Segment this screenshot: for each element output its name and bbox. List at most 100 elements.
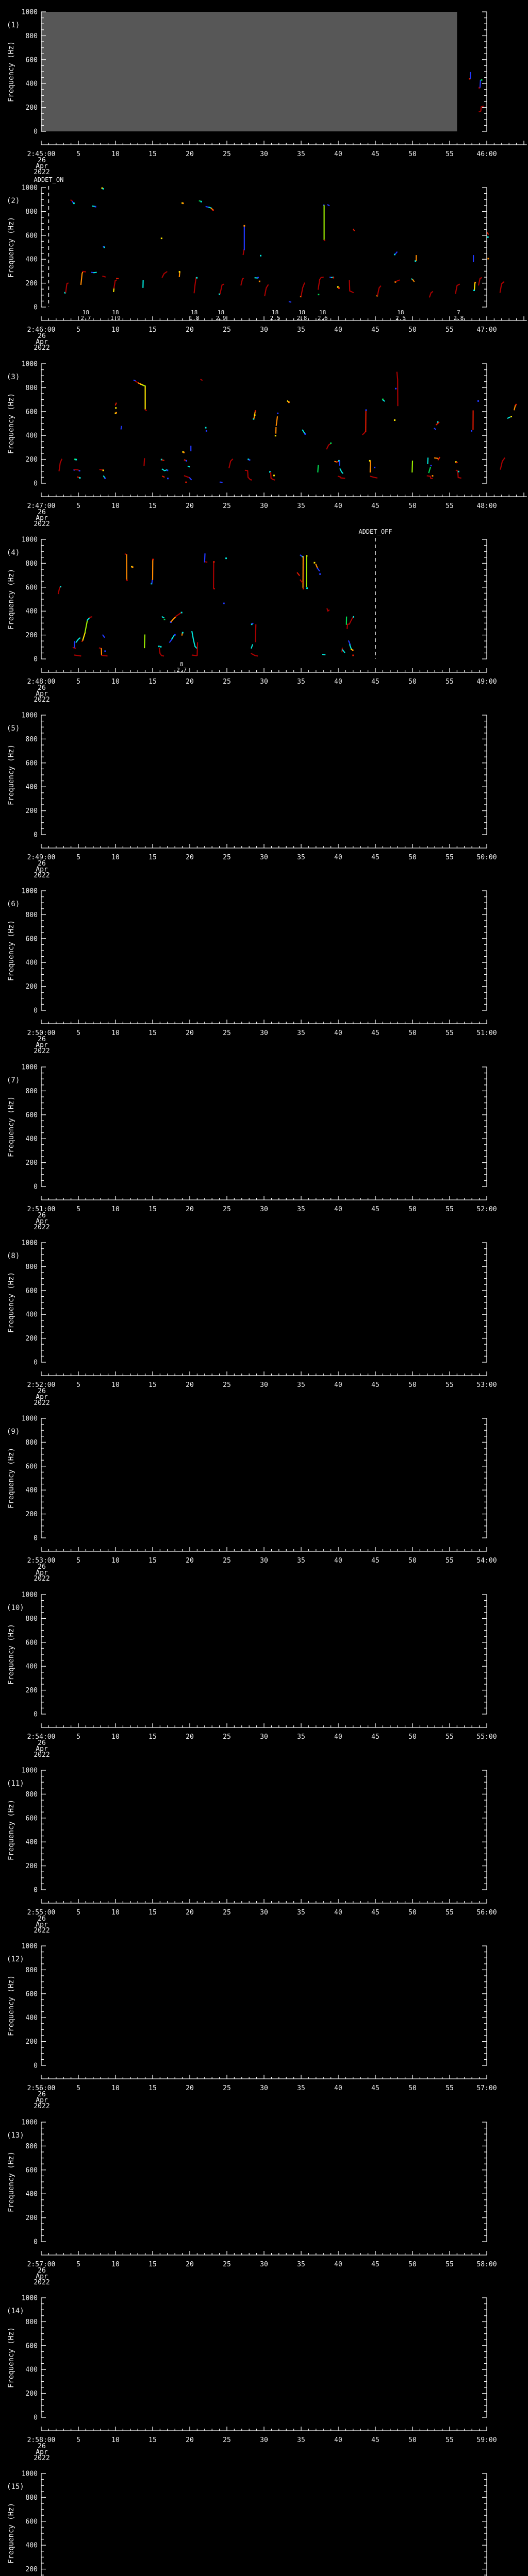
time-tick-label: 30 <box>260 1029 268 1037</box>
y-axis-right <box>482 363 487 484</box>
time-tick-label: 40 <box>334 678 342 686</box>
spectrogram-panel-8: 0 200 400 600 800 1000 Frequency (Hz) (8) 2:52:0… <box>0 1231 528 1408</box>
track-segment <box>151 579 153 584</box>
panel-index-label: (13) <box>7 2131 24 2140</box>
y-tick-label: 600 <box>26 2518 38 2526</box>
y-axis-right <box>482 2122 487 2242</box>
track-segment <box>513 404 516 411</box>
track-point <box>254 414 256 416</box>
track-segment <box>58 459 63 471</box>
time-axis-labels: 2:47:00 5 10 15 20 25 30 35 40 45 50 55 48:00 26Apr20… <box>27 502 497 528</box>
panel-index-label: (4) <box>7 549 20 557</box>
event-count-label: 18 <box>218 309 224 316</box>
time-tick-label: 40 <box>334 150 342 158</box>
time-tick-label: 55 <box>446 2261 454 2268</box>
time-tick-label: 50 <box>408 502 417 510</box>
time-tick-label: 50 <box>408 2436 417 2444</box>
time-axis <box>41 1196 487 1200</box>
y-tick-label: 200 <box>26 2390 38 2398</box>
time-tick-label: 35 <box>297 326 305 334</box>
time-tick-label: 15 <box>148 1909 157 1917</box>
event-value-label: 1.8 <box>189 315 200 321</box>
time-tick-label: 5 <box>76 1733 80 1741</box>
time-tick-label: 20 <box>186 1381 194 1389</box>
event-value-label: 2.6 <box>318 315 328 321</box>
time-tick-label: 5 <box>76 2261 80 2268</box>
time-tick-label: 35 <box>297 1557 305 1565</box>
time-tick-label: 25 <box>223 1206 231 1213</box>
y-tick-label: 600 <box>26 232 38 240</box>
track-segment <box>228 459 234 469</box>
time-axis <box>41 844 487 849</box>
y-axis-right <box>482 2297 487 2418</box>
date-line: Apr <box>36 1745 48 1753</box>
time-axis-labels: 2:58:00 5 10 15 20 25 30 35 40 45 50 55 59:00 26Apr20… <box>27 2436 497 2462</box>
track-segment <box>349 644 352 650</box>
time-tick-label: 45 <box>371 1909 380 1917</box>
track-point <box>249 459 251 461</box>
track-segment <box>74 469 80 471</box>
time-end-label: 49:00 <box>476 678 497 686</box>
y-axis-left: 0 200 400 600 800 1000 <box>22 2119 46 2246</box>
time-start-label: 2:58:00 <box>27 2436 56 2444</box>
time-tick-label: 35 <box>297 2436 305 2444</box>
time-axis-labels: 2:57:00 5 10 15 20 25 30 35 40 45 50 55 58:00 26Apr20… <box>27 2261 497 2286</box>
track-point <box>131 566 134 568</box>
track-point <box>158 646 160 648</box>
track-point <box>78 470 80 472</box>
track-point <box>167 469 169 471</box>
track-segment <box>327 204 330 207</box>
time-end-label: 47:00 <box>476 326 497 334</box>
track-segment <box>191 631 197 649</box>
time-axis <box>41 2427 487 2431</box>
time-tick-label: 15 <box>148 1733 157 1741</box>
y-tick-label: 800 <box>26 32 38 40</box>
time-tick-label: 5 <box>76 150 80 158</box>
time-tick-label: 50 <box>408 2084 417 2092</box>
time-axis <box>41 1723 487 1728</box>
track-segment <box>191 654 197 656</box>
track-segment <box>80 271 84 285</box>
time-tick-label: 50 <box>408 678 417 686</box>
time-tick-label: 25 <box>223 2436 231 2444</box>
y-tick-label: 600 <box>26 584 38 591</box>
y-tick-label: 400 <box>26 2542 38 2550</box>
y-tick-label: 600 <box>26 1815 38 1822</box>
track-point <box>430 465 432 467</box>
detection-tracks <box>58 371 517 483</box>
y-tick-label: 400 <box>26 1663 38 1671</box>
spectrogram-panel-1: 0 200 400 600 800 1000 Frequency (Hz) (1) 2:45:0… <box>0 0 528 176</box>
time-tick-label: 40 <box>334 1557 342 1565</box>
panel-svg-12: 0 200 400 600 800 1000 Frequency (Hz) (12) 2:56:… <box>7 1943 497 2111</box>
time-tick-label: 35 <box>297 2084 305 2092</box>
track-point <box>374 466 376 468</box>
y-tick-label: 0 <box>34 1711 38 1719</box>
track-point <box>174 634 176 636</box>
track-point <box>248 459 250 461</box>
detection-tracks <box>64 187 505 303</box>
track-segment <box>184 475 190 479</box>
time-tick-label: 50 <box>408 1557 417 1565</box>
track-point <box>455 461 457 463</box>
track-point <box>200 200 202 202</box>
time-tick-label: 50 <box>408 326 417 334</box>
track-point <box>365 409 367 411</box>
track-point <box>219 293 221 295</box>
track-point <box>269 471 271 473</box>
track-point <box>104 650 106 652</box>
track-point <box>163 618 166 620</box>
track-point <box>515 403 517 405</box>
time-tick-label: 10 <box>111 1206 120 1213</box>
y-tick-label: 1000 <box>22 712 38 720</box>
track-point <box>102 469 104 471</box>
time-start-label: 2:53:00 <box>27 1557 56 1565</box>
time-tick-label: 5 <box>76 854 80 861</box>
track-point <box>75 459 77 461</box>
track-segment <box>435 421 440 426</box>
time-end-label: 51:00 <box>476 1029 497 1037</box>
spectrogram-panel-13: 0 200 400 600 800 1000 Frequency (Hz) (13) 2:57:… <box>0 2110 528 2287</box>
y-tick-label: 200 <box>26 1159 38 1167</box>
time-tick-label: 35 <box>297 854 305 861</box>
track-point <box>170 621 172 623</box>
